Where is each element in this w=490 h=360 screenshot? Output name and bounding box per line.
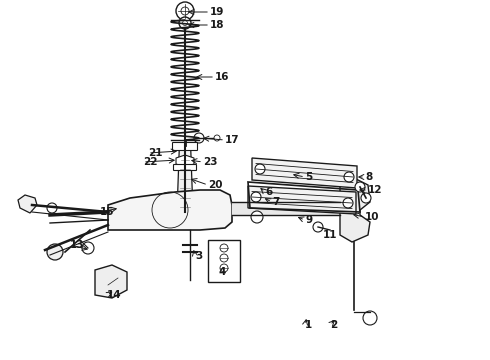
Text: 18: 18: [210, 20, 224, 30]
Circle shape: [176, 2, 194, 20]
Text: 17: 17: [225, 135, 240, 145]
Polygon shape: [248, 186, 356, 214]
Text: 5: 5: [305, 172, 312, 182]
Text: 1: 1: [305, 320, 312, 330]
Text: 21: 21: [148, 148, 163, 158]
Polygon shape: [95, 265, 127, 298]
Text: 22: 22: [143, 157, 157, 167]
Circle shape: [47, 203, 57, 213]
Text: 2: 2: [330, 320, 337, 330]
Text: 3: 3: [195, 251, 202, 261]
Text: 19: 19: [210, 7, 224, 17]
Text: 6: 6: [265, 187, 272, 197]
Text: 12: 12: [368, 185, 383, 195]
FancyBboxPatch shape: [173, 165, 196, 171]
Text: 23: 23: [203, 157, 218, 167]
Circle shape: [355, 182, 365, 192]
Circle shape: [255, 164, 265, 174]
Bar: [208, 240, 240, 282]
Circle shape: [82, 242, 94, 254]
Circle shape: [194, 133, 204, 143]
Text: 16: 16: [215, 72, 229, 82]
Text: 20: 20: [208, 180, 222, 190]
Polygon shape: [340, 177, 370, 242]
Text: 4: 4: [218, 267, 225, 277]
Polygon shape: [177, 145, 193, 212]
Text: 7: 7: [272, 197, 279, 207]
Circle shape: [179, 17, 191, 29]
Text: 15: 15: [100, 207, 115, 217]
Circle shape: [361, 193, 371, 203]
Circle shape: [343, 198, 353, 208]
Circle shape: [344, 172, 354, 182]
Circle shape: [363, 311, 377, 325]
Circle shape: [251, 211, 263, 223]
Text: 14: 14: [107, 290, 122, 300]
Polygon shape: [176, 155, 194, 167]
FancyBboxPatch shape: [172, 143, 197, 150]
Polygon shape: [252, 158, 357, 188]
Polygon shape: [18, 195, 37, 213]
Text: 11: 11: [323, 230, 338, 240]
Text: 9: 9: [305, 215, 312, 225]
Text: 13: 13: [70, 240, 84, 250]
Circle shape: [313, 222, 323, 232]
Circle shape: [47, 244, 63, 260]
Polygon shape: [108, 190, 232, 230]
Circle shape: [251, 192, 261, 202]
Text: 8: 8: [365, 172, 372, 182]
Text: 10: 10: [365, 212, 379, 222]
